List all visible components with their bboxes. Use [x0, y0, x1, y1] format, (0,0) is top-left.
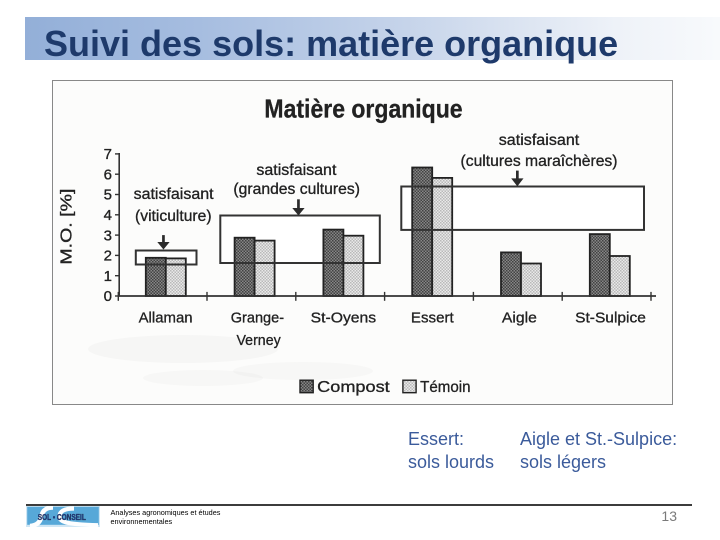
svg-text:Allaman: Allaman [139, 310, 193, 327]
svg-text:SOL • CONSEIL: SOL • CONSEIL [38, 513, 86, 522]
svg-text:Essert: Essert [411, 310, 455, 327]
svg-text:satisfaisant: satisfaisant [499, 132, 580, 149]
svg-text:Matière organique: Matière organique [264, 95, 462, 124]
svg-text:M.O. [%]: M.O. [%] [59, 189, 76, 265]
svg-text:Aigle: Aigle [502, 310, 537, 327]
svg-text:7: 7 [104, 146, 112, 163]
svg-text:Grange-: Grange- [231, 310, 284, 327]
svg-text:6: 6 [104, 166, 112, 183]
svg-text:St-Oyens: St-Oyens [311, 310, 377, 327]
svg-text:satisfaisant: satisfaisant [134, 186, 215, 203]
svg-text:(grandes cultures): (grandes cultures) [233, 181, 360, 198]
svg-text:5: 5 [104, 187, 112, 204]
svg-text:(cultures maraîchères): (cultures maraîchères) [461, 153, 618, 170]
svg-text:St-Sulpice: St-Sulpice [575, 310, 646, 327]
svg-text:Verney: Verney [237, 332, 282, 349]
svg-text:0: 0 [104, 288, 112, 305]
svg-text:satisfaisant: satisfaisant [256, 162, 337, 179]
svg-text:Témoin: Témoin [420, 379, 470, 396]
svg-text:1: 1 [104, 268, 112, 285]
svg-text:2: 2 [104, 248, 112, 265]
svg-text:Compost: Compost [317, 379, 390, 396]
svg-text:(viticulture): (viticulture) [135, 208, 212, 225]
svg-text:3: 3 [104, 227, 112, 244]
svg-text:4: 4 [104, 207, 112, 224]
